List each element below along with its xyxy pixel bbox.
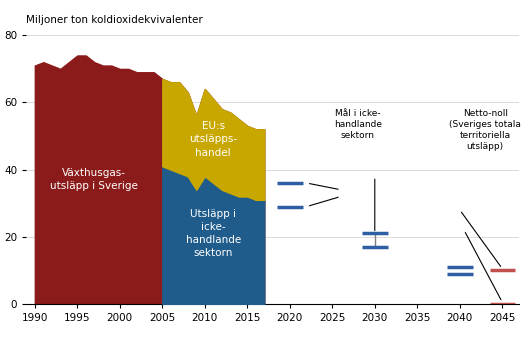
Text: Miljoner ton koldioxidekvivalenter: Miljoner ton koldioxidekvivalenter — [27, 15, 203, 25]
Text: EU:s
utsläpps-
handel: EU:s utsläpps- handel — [189, 121, 237, 158]
Text: Mål i icke-
handlande
sektorn: Mål i icke- handlande sektorn — [334, 109, 382, 140]
Text: Utsläpp i
icke-
handlande
sektorn: Utsläpp i icke- handlande sektorn — [186, 208, 241, 258]
Text: Växthusgas-
utsläpp i Sverige: Växthusgas- utsläpp i Sverige — [50, 168, 138, 191]
Text: Netto-noll
(Sveriges totala
territoriella
utsläpp): Netto-noll (Sveriges totala territoriell… — [449, 109, 521, 151]
